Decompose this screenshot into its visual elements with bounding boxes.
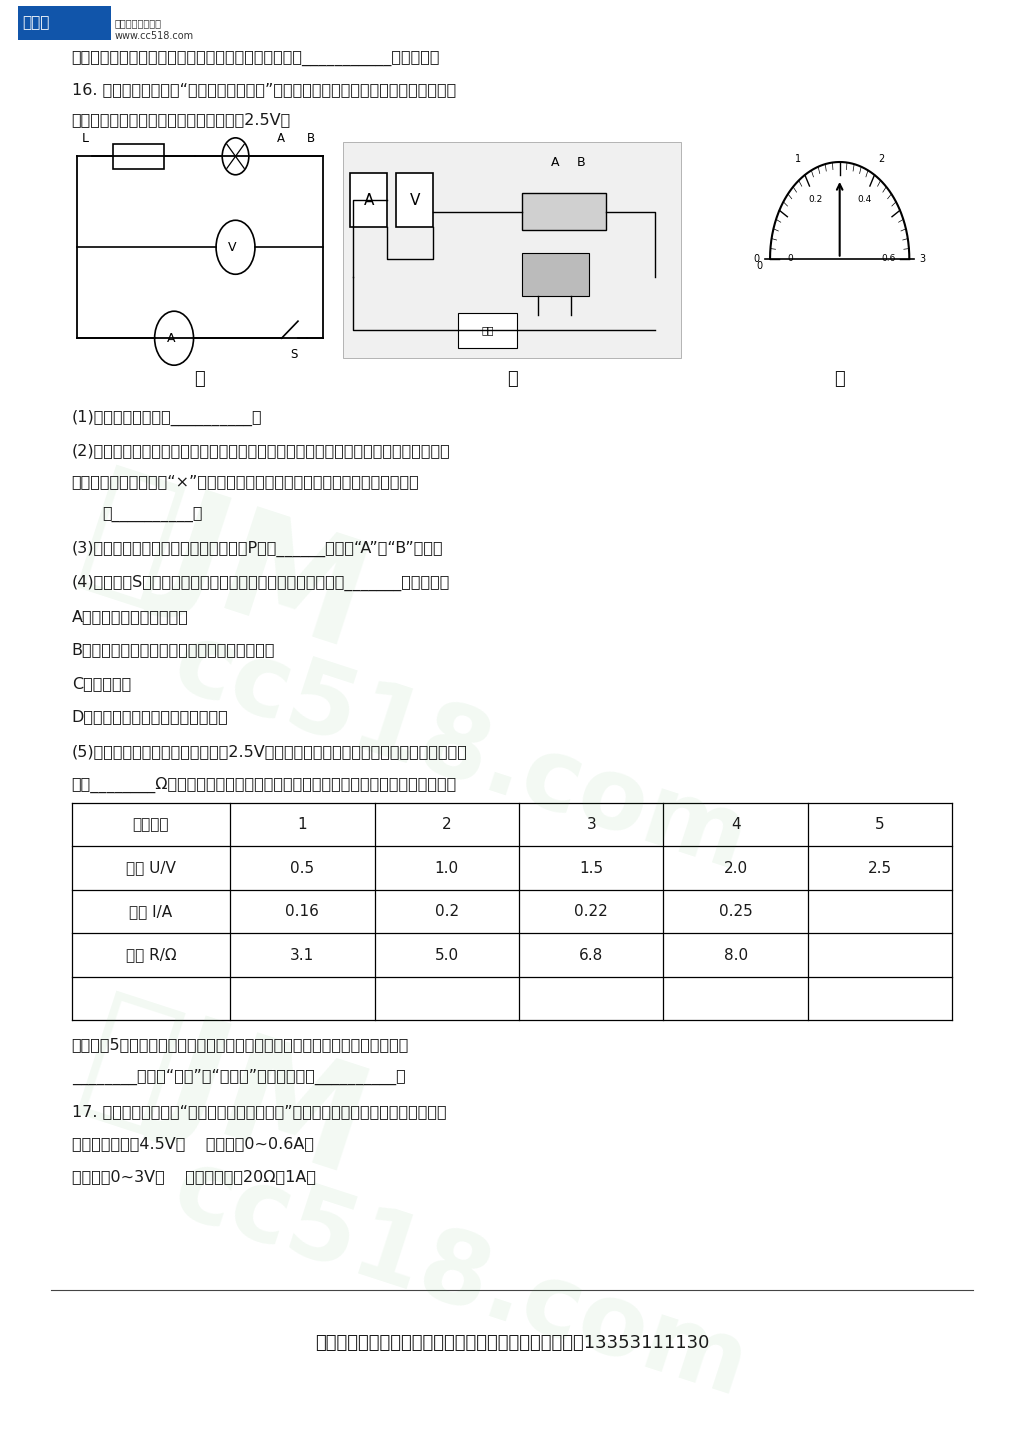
Text: 学JM: 学JM: [68, 983, 383, 1206]
Text: 1.0: 1.0: [435, 860, 459, 876]
Text: 丙: 丙: [835, 371, 845, 388]
Text: 4: 4: [731, 817, 740, 833]
Text: V: V: [410, 193, 420, 209]
Bar: [396, 174, 433, 227]
Text: 5: 5: [876, 817, 885, 833]
Text: L: L: [82, 132, 89, 145]
Text: B: B: [577, 156, 585, 169]
Text: 2.5: 2.5: [868, 860, 892, 876]
Text: D．观察电流表和电压表是否有示数: D．观察电流表和电压表是否有示数: [72, 708, 228, 724]
Text: 3: 3: [920, 253, 926, 264]
Text: 1: 1: [796, 153, 801, 164]
Text: B: B: [307, 132, 315, 145]
Text: 电源: 电源: [481, 324, 494, 334]
Text: 6.8: 6.8: [580, 947, 603, 963]
Text: 实验序号: 实验序号: [133, 817, 169, 833]
Text: 电压 U/V: 电压 U/V: [126, 860, 176, 876]
Text: 3.1: 3.1: [290, 947, 314, 963]
Text: www.cc518.com: www.cc518.com: [115, 30, 194, 41]
Text: cc518.com: cc518.com: [162, 615, 760, 892]
Text: B．移动滑动变阵器的滑片观察小灯泡是否发光: B．移动滑动变阵器的滑片观察小灯泡是否发光: [72, 641, 275, 657]
Text: 2: 2: [442, 817, 452, 833]
Text: 0.2: 0.2: [435, 904, 459, 919]
Text: (4)闭合开关S后，发现小灯泡不亮，接下来首先应该操作的是_______（填序号）: (4)闭合开关S后，发现小灯泡不亮，接下来首先应该操作的是_______（填序号…: [72, 575, 451, 591]
Text: 甲: 甲: [195, 371, 205, 388]
Text: 学生电源（恒为4.5V）    电流表（0~0.6A）: 学生电源（恒为4.5V） 电流表（0~0.6A）: [72, 1137, 313, 1151]
Bar: [113, 143, 164, 169]
Text: 电流 I/A: 电流 I/A: [129, 904, 172, 919]
Text: （__________）: （__________）: [102, 507, 203, 523]
Text: 免费学习资源下载: 免费学习资源下载: [115, 17, 162, 28]
Text: 0: 0: [787, 255, 794, 264]
Bar: [18, 6, 111, 39]
Text: 更多小学、初中、高中全学年全科学习资料，详询微信：13353111130: 更多小学、初中、高中全学年全科学习资料，详询微信：13353111130: [314, 1334, 710, 1352]
Text: S: S: [290, 348, 297, 361]
Text: (3)闭合开关前，应将滑动变阵器的滑片P置于______（选填“A”、“B”）端。: (3)闭合开关前，应将滑动变阵器的滑片P置于______（选填“A”、“B”）端…: [72, 540, 443, 556]
Text: 1.5: 1.5: [580, 860, 603, 876]
Text: 3: 3: [587, 817, 596, 833]
Text: 2: 2: [878, 153, 885, 164]
Text: (5)某次实验中，当电压表的示数为2.5V时，电流表的示数如图丙所示，此时小灯泡的电: (5)某次实验中，当电压表的示数为2.5V时，电流表的示数如图丙所示，此时小灯泡…: [72, 744, 468, 759]
Text: A: A: [167, 332, 175, 345]
Bar: [522, 193, 606, 230]
Text: C．断开开关: C．断开开关: [72, 676, 131, 691]
Text: 16. 小明和小华在进行“测量小灯泡的阻值”实验时，他们设计了如图甲所示的电路图，: 16. 小明和小华在进行“测量小灯泡的阻值”实验时，他们设计了如图甲所示的电路图…: [72, 83, 456, 97]
Text: 0.22: 0.22: [574, 904, 608, 919]
Text: 2.0: 2.0: [724, 860, 748, 876]
Text: 电压表（0~3V）    滑动变阵器（20Ω，1A）: 电压表（0~3V） 滑动变阵器（20Ω，1A）: [72, 1169, 315, 1184]
Text: 0: 0: [757, 261, 763, 271]
Text: 0.6: 0.6: [882, 255, 896, 264]
Text: 1: 1: [298, 817, 307, 833]
Text: 5.0: 5.0: [435, 947, 459, 963]
Text: 乙: 乙: [507, 371, 517, 388]
Text: ________（选填“合理”或“不合理”）的，理由是__________。: ________（选填“合理”或“不合理”）的，理由是__________。: [72, 1069, 406, 1085]
Text: 把接错的那根导线打上“×”，再画线把它改到正确位置上（导线不允许交叉）。: 把接错的那根导线打上“×”，再画线把它改到正确位置上（导线不允许交叉）。: [72, 475, 420, 489]
Bar: [350, 174, 387, 227]
Text: 通过实验数据可以初步得出导体的电阵与导体的长度成___________比的结论。: 通过实验数据可以初步得出导体的电阵与导体的长度成___________比的结论。: [72, 51, 440, 65]
Text: 0.2: 0.2: [808, 195, 822, 204]
Bar: [343, 142, 681, 358]
Text: cc518.com: cc518.com: [162, 1141, 760, 1418]
Text: 0.4: 0.4: [857, 195, 871, 204]
Text: A: A: [364, 193, 374, 209]
Text: 电阵 R/Ω: 电阵 R/Ω: [126, 947, 176, 963]
Text: 其中电源电压恒定，小灯泡的额定电压为2.5V。: 其中电源电压恒定，小灯泡的额定电压为2.5V。: [72, 111, 291, 127]
Text: (2)如图乙的实物连线中存在连线错误，只需要改接一根导线就可以更正实物连接，请你: (2)如图乙的实物连线中存在连线错误，只需要改接一根导线就可以更正实物连接，请你: [72, 443, 451, 458]
Text: 学JM: 学JM: [68, 458, 383, 679]
Text: 0.25: 0.25: [719, 904, 753, 919]
Bar: [522, 253, 589, 295]
Text: 学习网: 学习网: [23, 16, 50, 30]
Text: 0: 0: [754, 253, 760, 264]
Text: 0.16: 0.16: [286, 904, 319, 919]
Text: 阵为________Ω（保留一位小数）；在实验过程中，多次实验测得的数据如下表所示: 阵为________Ω（保留一位小数）；在实验过程中，多次实验测得的数据如下表所…: [72, 776, 457, 792]
Text: V: V: [228, 240, 237, 253]
Text: (1)该实验的原理是：__________；: (1)该实验的原理是：__________；: [72, 410, 262, 426]
Text: 17. 如图甲所示是小明“探究电流与电阵的关系”的实验电路图，选用的实验器材是：: 17. 如图甲所示是小明“探究电流与电阵的关系”的实验电路图，选用的实验器材是：: [72, 1103, 446, 1119]
Text: 8.0: 8.0: [724, 947, 748, 963]
Bar: [458, 313, 517, 348]
Text: A．检查导线连接是否良好: A．检查导线连接是否良好: [72, 610, 188, 624]
Text: 0.5: 0.5: [291, 860, 314, 876]
Text: 小明将这5组数据算出电阵的平均值作为小灯泡的电阵，这种处理数据的方式是: 小明将这5组数据算出电阵的平均值作为小灯泡的电阵，这种处理数据的方式是: [72, 1037, 409, 1053]
Text: A: A: [551, 156, 559, 169]
Text: A: A: [276, 132, 285, 145]
